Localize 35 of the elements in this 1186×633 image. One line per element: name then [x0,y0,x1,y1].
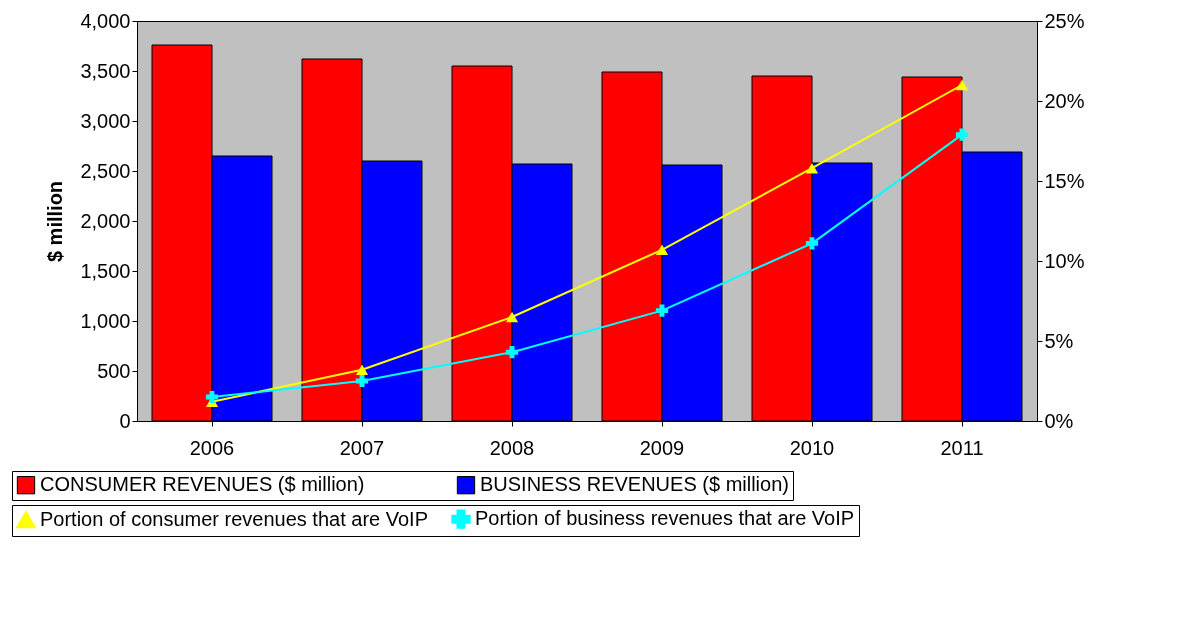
y-tick-label: 1,500 [80,259,131,282]
y-tick-label: 500 [97,359,131,382]
point [955,79,969,91]
y2-tick-label: 25% [1044,9,1085,32]
y-tick-label: 0 [119,409,131,432]
point [955,128,969,141]
y2-tick-label: 5% [1044,329,1074,352]
legend-label: Portion of business revenues that are VoIP [475,507,855,530]
y-tick-label: 3,500 [80,59,131,82]
y-axis-title: $ million [44,180,67,263]
y-tick-label: 1,000 [80,309,131,332]
y-tick-label: 2,500 [80,159,131,182]
y2-tick-label: 15% [1044,169,1085,192]
x-tick-label: 2008 [489,436,535,459]
legend-label: BUSINESS REVENUES ($ million) [480,473,789,496]
legend-label: CONSUMER REVENUES ($ million) [40,473,365,496]
y2-tick-label: 10% [1044,249,1085,272]
point [505,311,519,323]
x-tick-label: 2006 [189,436,235,459]
x-tick-label: 2009 [639,436,685,459]
point [805,237,819,250]
point [805,162,819,174]
point [505,346,519,359]
y-tick-label: 4,000 [80,9,131,32]
legend-label: Portion of consumer revenues that are VoIP [40,507,428,530]
point [355,364,369,376]
x-tick-label: 2010 [789,436,835,459]
y2-tick-label: 0% [1044,409,1074,432]
point [655,244,669,256]
x-tick-label: 2007 [339,436,385,459]
x-tick-label: 2011 [940,436,984,459]
point [655,304,669,317]
y-tick-label: 2,000 [80,209,131,232]
y-tick-label: 3,000 [80,109,131,132]
y2-tick-label: 20% [1044,89,1085,112]
